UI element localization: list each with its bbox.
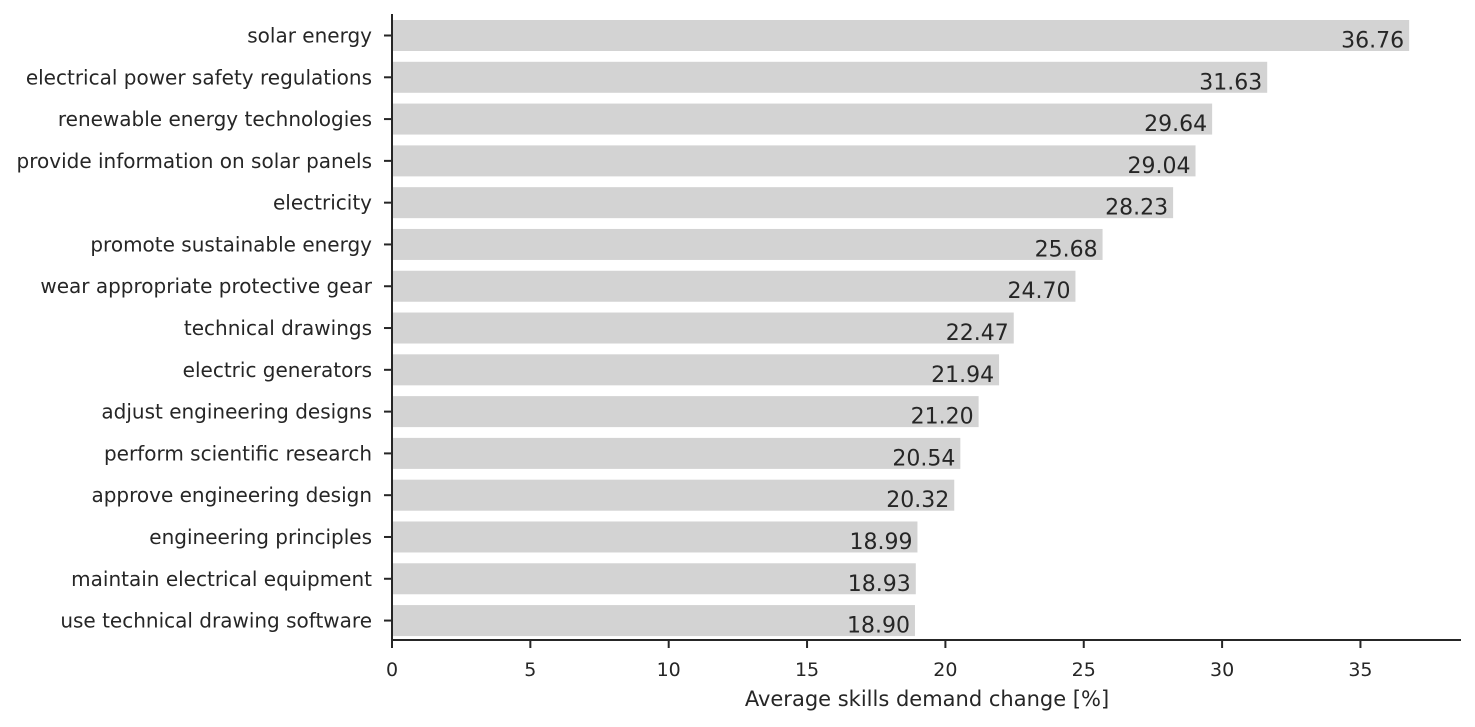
- data-label: 21.20: [911, 405, 974, 430]
- bar: [392, 437, 961, 469]
- data-label: 29.04: [1128, 154, 1191, 179]
- bar: [392, 145, 1196, 177]
- category-label: electric generators: [183, 358, 372, 382]
- category-label: engineering principles: [149, 525, 372, 549]
- x-tick-label: 10: [657, 659, 681, 681]
- x-tick-marks: [391, 640, 1362, 648]
- data-label: 18.90: [847, 614, 910, 639]
- category-label: adjust engineering designs: [101, 400, 372, 424]
- x-tick-label: 30: [1210, 659, 1234, 681]
- data-label: 24.70: [1007, 279, 1070, 304]
- bars-group: [392, 20, 1410, 637]
- category-label: technical drawings: [184, 316, 372, 340]
- bar: [392, 312, 1014, 344]
- bar: [392, 605, 915, 637]
- bar: [392, 521, 918, 553]
- x-tick-label: 5: [524, 659, 536, 681]
- bar: [392, 103, 1213, 135]
- category-label: electricity: [273, 191, 372, 215]
- bar: [392, 20, 1410, 51]
- data-label: 22.47: [946, 321, 1009, 346]
- category-label: electrical power safety regulations: [26, 65, 372, 89]
- bar: [392, 563, 916, 595]
- category-labels: solar energy electrical power safety regu…: [17, 24, 373, 633]
- category-label: provide information on solar panels: [17, 149, 372, 173]
- x-tick-label: 15: [795, 659, 819, 681]
- bar: [392, 61, 1268, 93]
- category-label: promote sustainable energy: [90, 232, 372, 256]
- bar: [392, 187, 1174, 219]
- category-label: wear appropriate protective gear: [40, 274, 372, 298]
- category-label: perform scientific research: [104, 441, 372, 465]
- x-tick-label: 20: [933, 659, 957, 681]
- bar: [392, 479, 955, 511]
- data-label: 18.93: [848, 572, 911, 597]
- category-label: solar energy: [247, 24, 372, 48]
- data-label: 20.32: [886, 488, 949, 513]
- category-label: approve engineering design: [91, 483, 372, 507]
- category-label: renewable energy technologies: [58, 107, 372, 131]
- x-tick-label: 0: [386, 659, 398, 681]
- bar: [392, 354, 1000, 386]
- data-label: 29.64: [1144, 112, 1207, 137]
- x-tick-label: 25: [1072, 659, 1096, 681]
- data-label: 28.23: [1105, 196, 1168, 221]
- x-axis-title: Average skills demand change [%]: [745, 687, 1109, 711]
- bar: [392, 270, 1076, 302]
- data-label: 31.63: [1199, 70, 1262, 95]
- data-label: 18.99: [849, 530, 912, 555]
- data-label: 25.68: [1035, 237, 1098, 262]
- data-label: 36.76: [1341, 29, 1404, 54]
- y-tick-marks: [384, 34, 392, 622]
- category-label: maintain electrical equipment: [71, 567, 372, 591]
- data-label: 20.54: [892, 446, 955, 471]
- category-label: use technical drawing software: [60, 609, 372, 633]
- bar: [392, 396, 979, 428]
- data-labels: 36.76 31.63 29.64 29.04 28.23 25.68 24.70 22.47…: [847, 29, 1404, 639]
- bar: [392, 228, 1103, 260]
- x-tick-label: 35: [1348, 659, 1372, 681]
- data-label: 21.94: [931, 363, 994, 388]
- x-tick-labels: 0 5 10 15 20 25 30 35: [386, 659, 1373, 681]
